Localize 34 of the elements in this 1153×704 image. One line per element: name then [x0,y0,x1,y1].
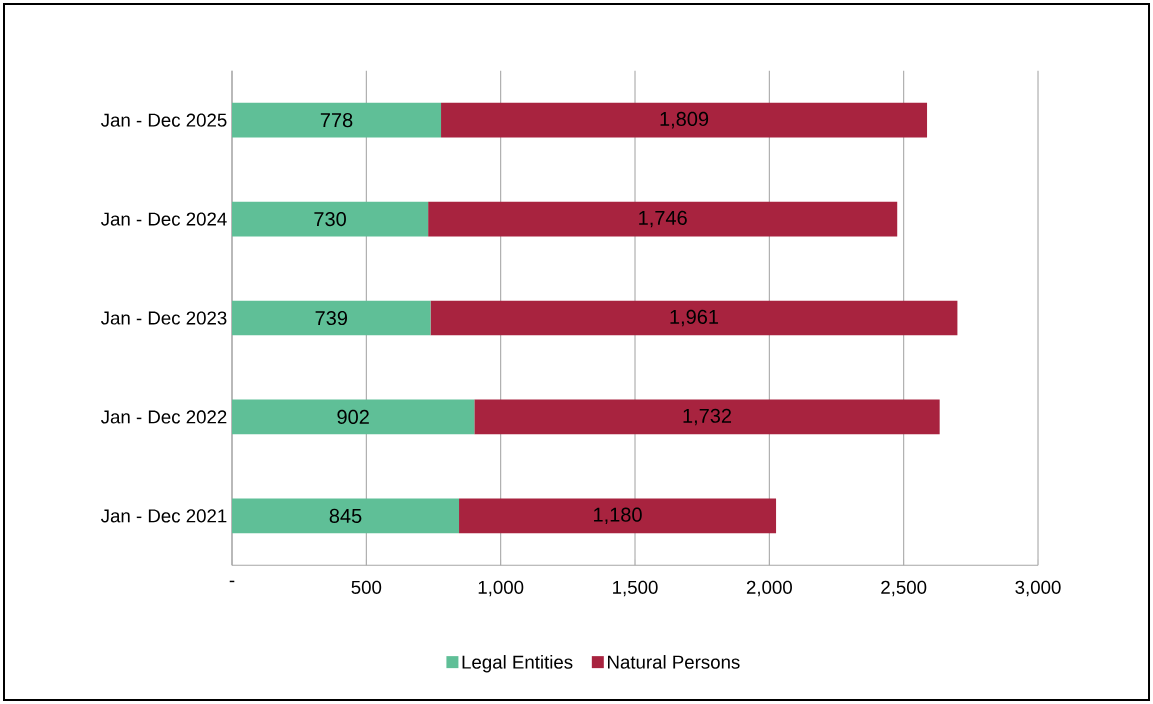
data-label: 902 [337,409,369,425]
y-tick-label: Jan - Dec 2024 [100,212,227,226]
data-label: 739 [315,310,347,326]
data-label: 1,180 [594,507,642,525]
bar [232,498,460,534]
bar [441,102,928,138]
x-tick-label: 2,500 [881,580,927,597]
x-tick-label: 3,000 [1015,580,1061,597]
bar [232,300,431,336]
x-tick-label: 2,000 [746,580,792,597]
data-label: 1,961 [670,309,719,327]
bar [459,498,777,534]
legend-label: Natural Persons [608,655,740,669]
x-tick-label: 1,500 [613,580,658,597]
legend-label: Legal Entities [462,655,573,673]
y-tick-label: Jan - Dec 2022 [100,410,227,424]
y-tick-label: Jan - Dec 2021 [100,509,227,523]
data-label: 1,809 [660,111,709,129]
bar [232,102,442,138]
y-tick-label: Jan - Dec 2023 [100,311,227,325]
data-label: 730 [314,211,346,227]
x-tick-label: - [229,580,235,583]
x-tick-label: 500 [351,580,382,594]
bar [430,300,958,336]
data-label: 778 [320,113,353,128]
y-tick-label: Jan - Dec 2025 [100,113,227,127]
data-label: 845 [329,508,362,523]
bar [428,201,898,237]
bar [232,201,429,237]
bar [474,399,940,435]
data-label: 1,746 [639,210,687,228]
x-tick-label: 1,000 [478,580,524,597]
bar [232,399,475,435]
data-label: 1,732 [683,408,732,426]
